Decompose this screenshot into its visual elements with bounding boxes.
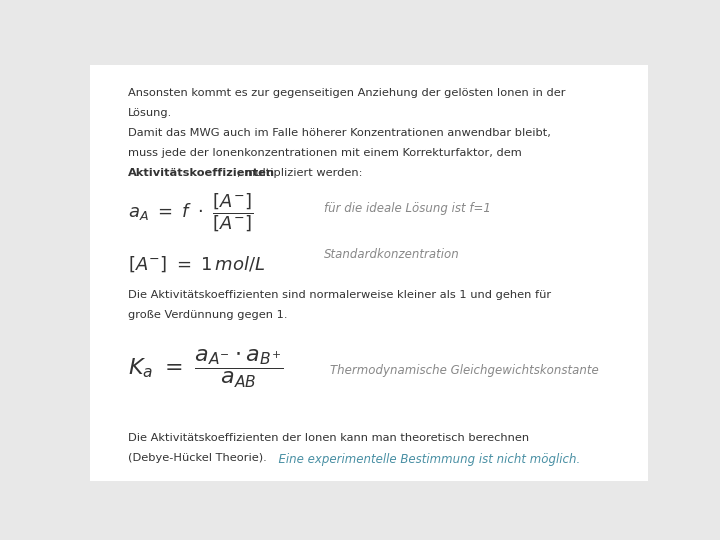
- Text: Die Aktivitätskoeffizienten der Ionen kann man theoretisch berechnen: Die Aktivitätskoeffizienten der Ionen ka…: [128, 433, 529, 443]
- Text: $a_{A}\ =\ f\ \cdot\ \dfrac{\left[A^{-}\right]}{\left[A^{-}\right]}$: $a_{A}\ =\ f\ \cdot\ \dfrac{\left[A^{-}\…: [128, 192, 253, 234]
- Text: $K_{a}\ =\ \dfrac{a_{A^{-}}\cdot a_{B^{+}}}{a_{AB}}$: $K_{a}\ =\ \dfrac{a_{A^{-}}\cdot a_{B^{+…: [128, 348, 283, 390]
- Text: Die Aktivitätskoeffizienten sind normalerweise kleiner als 1 und gehen für: Die Aktivitätskoeffizienten sind normale…: [128, 290, 551, 300]
- Text: , multipliziert werden:: , multipliziert werden:: [238, 167, 363, 178]
- Bar: [16, 11, 22, 532]
- Text: Ansonsten kommt es zur gegenseitigen Anziehung der gelösten Ionen in der: Ansonsten kommt es zur gegenseitigen Anz…: [128, 87, 565, 98]
- Text: $\left[A^{-}\right]\ =\ 1\,mol/L$: $\left[A^{-}\right]\ =\ 1\,mol/L$: [128, 254, 266, 274]
- Text: Eine experimentelle Bestimmung ist nicht möglich.: Eine experimentelle Bestimmung ist nicht…: [271, 453, 580, 465]
- Text: Aktivitätskoeffizienten: Aktivitätskoeffizienten: [128, 167, 275, 178]
- Text: große Verdünnung gegen 1.: große Verdünnung gegen 1.: [128, 310, 287, 320]
- Text: Lösung.: Lösung.: [128, 107, 172, 118]
- Text: für die ideale Lösung ist f=1: für die ideale Lösung ist f=1: [324, 202, 491, 215]
- Text: Standardkonzentration: Standardkonzentration: [324, 248, 460, 261]
- Text: Damit das MWG auch im Falle höherer Konzentrationen anwendbar bleibt,: Damit das MWG auch im Falle höherer Konz…: [128, 127, 551, 138]
- Text: Thermodynamische Gleichgewichtskonstante: Thermodynamische Gleichgewichtskonstante: [330, 364, 599, 377]
- Text: muss jede der Ionenkonzentrationen mit einem Korrekturfaktor, dem: muss jede der Ionenkonzentrationen mit e…: [128, 147, 522, 158]
- FancyBboxPatch shape: [14, 11, 706, 535]
- Text: (Debye-Hückel Theorie).: (Debye-Hückel Theorie).: [128, 453, 266, 463]
